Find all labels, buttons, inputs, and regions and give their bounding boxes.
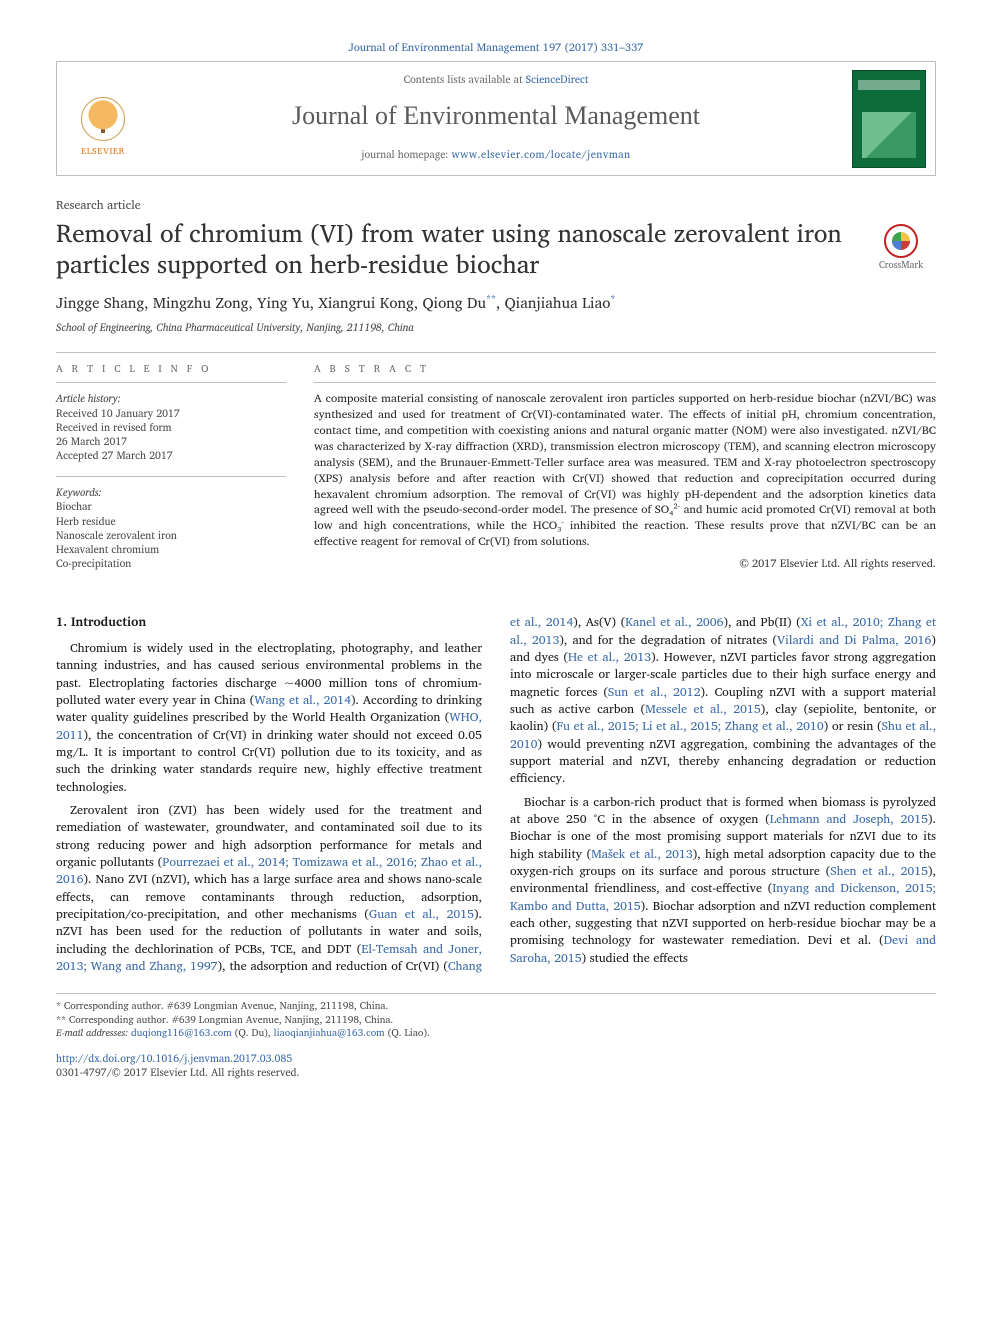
issn-line: 0301-4797/© 2017 Elsevier Ltd. All right… bbox=[56, 1065, 936, 1079]
running-head: Journal of Environmental Management 197 … bbox=[56, 40, 936, 55]
article-title: Removal of chromium (VI) from water usin… bbox=[56, 218, 936, 279]
body-text: ) would preventing nZVI aggregation, com… bbox=[510, 734, 936, 789]
email-link[interactable]: liaoqianjiahua@163.com bbox=[274, 1025, 385, 1041]
article-info-block: A R T I C L E I N F O Article history: R… bbox=[56, 363, 286, 584]
journal-cover-cell bbox=[843, 62, 935, 175]
crossmark-badge[interactable]: CrossMark bbox=[866, 224, 936, 272]
corr-marker: ** bbox=[486, 291, 496, 307]
article-info-heading: A R T I C L E I N F O bbox=[56, 363, 286, 384]
email-who: (Q. Du), bbox=[232, 1025, 274, 1041]
doi-block: http://dx.doi.org/10.1016/j.jenvman.2017… bbox=[56, 1051, 936, 1079]
body-paragraph: Biochar is a carbon-rich product that is… bbox=[510, 794, 936, 967]
authors-line: Jingge Shang, Mingzhu Zong, Ying Yu, Xia… bbox=[56, 293, 936, 313]
section-heading: 1. Introduction bbox=[56, 614, 482, 632]
article-body: 1. Introduction Chromium is widely used … bbox=[56, 614, 936, 975]
sciencedirect-link[interactable]: ScienceDirect bbox=[526, 70, 589, 88]
abstract-heading: A B S T R A C T bbox=[314, 363, 936, 384]
journal-header-box: ELSEVIER Contents lists available at Sci… bbox=[56, 61, 936, 176]
email-link[interactable]: duqiong116@163.com bbox=[131, 1025, 232, 1041]
body-text: ), the adsorption and reduction of Cr(VI… bbox=[218, 956, 448, 976]
elsevier-logo-icon: ELSEVIER bbox=[71, 80, 135, 158]
affiliation: School of Engineering, China Pharmaceuti… bbox=[56, 320, 936, 334]
publisher-name: ELSEVIER bbox=[81, 145, 125, 157]
abstract-block: A B S T R A C T A composite material con… bbox=[314, 363, 936, 584]
journal-homepage-line: journal homepage: www.elsevier.com/locat… bbox=[157, 147, 835, 161]
history-line: Accepted 27 March 2017 bbox=[56, 448, 286, 462]
keyword: Co-precipitation bbox=[56, 556, 286, 570]
emails-label: E-mail addresses: bbox=[56, 1025, 131, 1041]
journal-cover-icon bbox=[852, 70, 926, 168]
homepage-label: journal homepage: bbox=[361, 145, 451, 163]
publisher-logo-cell: ELSEVIER bbox=[57, 62, 149, 175]
author: , Qianjiahua Liao bbox=[496, 290, 610, 315]
contents-available-line: Contents lists available at ScienceDirec… bbox=[157, 72, 835, 86]
article-meta-row: A R T I C L E I N F O Article history: R… bbox=[56, 352, 936, 584]
body-paragraph: Chromium is widely used in the electropl… bbox=[56, 640, 482, 796]
abstract-copyright: © 2017 Elsevier Ltd. All rights reserved… bbox=[314, 556, 936, 571]
author: Jingge Shang, Mingzhu Zong, Ying Yu, Xia… bbox=[56, 290, 486, 315]
abstract-text: A composite material consisting of nanos… bbox=[314, 391, 936, 550]
body-text: ) studied the effects bbox=[582, 948, 688, 968]
corr-marker: * bbox=[610, 291, 615, 307]
contents-pre: Contents lists available at bbox=[404, 70, 526, 88]
email-line: E-mail addresses: duqiong116@163.com (Q.… bbox=[56, 1027, 936, 1041]
article-history: Article history: Received 10 January 201… bbox=[56, 391, 286, 462]
keywords-block: Keywords: Biochar Herb residue Nanoscale… bbox=[56, 476, 286, 570]
journal-homepage-link[interactable]: www.elsevier.com/locate/jenvman bbox=[451, 145, 630, 163]
crossmark-icon bbox=[884, 224, 918, 258]
crossmark-label: CrossMark bbox=[866, 260, 936, 272]
body-text: ), the concentration of Cr(VI) in drinki… bbox=[56, 725, 482, 797]
journal-header-center: Contents lists available at ScienceDirec… bbox=[149, 62, 843, 175]
article-title-text: Removal of chromium (VI) from water usin… bbox=[56, 212, 842, 284]
email-who: (Q. Liao). bbox=[385, 1025, 430, 1041]
journal-name: Journal of Environmental Management bbox=[157, 98, 835, 133]
footnotes: * Corresponding author. #639 Longmian Av… bbox=[56, 993, 936, 1041]
